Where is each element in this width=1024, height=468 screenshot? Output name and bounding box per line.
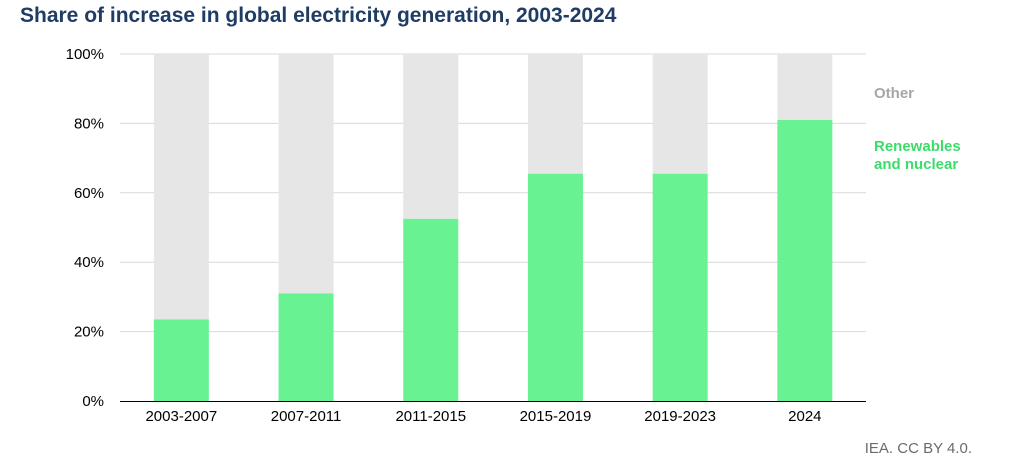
bar-renewables — [652, 173, 708, 401]
x-tick-label: 2007-2011 — [271, 408, 342, 425]
bar-renewables — [278, 293, 334, 401]
bar-other — [278, 54, 334, 294]
x-tick-label: 2003-2007 — [145, 408, 217, 425]
bar-other — [527, 54, 583, 174]
bar-renewables — [153, 319, 209, 401]
source-credit: IEA. CC BY 4.0. — [864, 440, 972, 457]
bar-other — [153, 54, 209, 320]
bar-renewables — [403, 218, 459, 401]
x-tick-label: 2024 — [788, 408, 821, 425]
y-tick-label: 80% — [74, 115, 104, 132]
x-tick-label: 2011-2015 — [395, 408, 466, 425]
x-tick-label: 2019-2023 — [644, 408, 716, 425]
chart-title: Share of increase in global electricity … — [20, 4, 617, 27]
bar-other — [652, 54, 708, 174]
bar-renewables — [527, 173, 583, 401]
y-tick-label: 40% — [74, 254, 104, 271]
x-tick-label: 2015-2019 — [520, 408, 592, 425]
y-tick-label: 20% — [74, 324, 104, 341]
bar-other — [777, 54, 833, 120]
bar-other — [403, 54, 459, 219]
legend-renewables-line2: and nuclear — [874, 156, 958, 173]
legend-renewables-line1: Renewables — [874, 138, 961, 155]
y-tick-label: 100% — [66, 46, 104, 63]
bar-renewables — [777, 119, 833, 402]
y-tick-label: 60% — [74, 185, 104, 202]
legend-other: Other — [874, 85, 914, 102]
y-tick-label: 0% — [82, 393, 104, 410]
